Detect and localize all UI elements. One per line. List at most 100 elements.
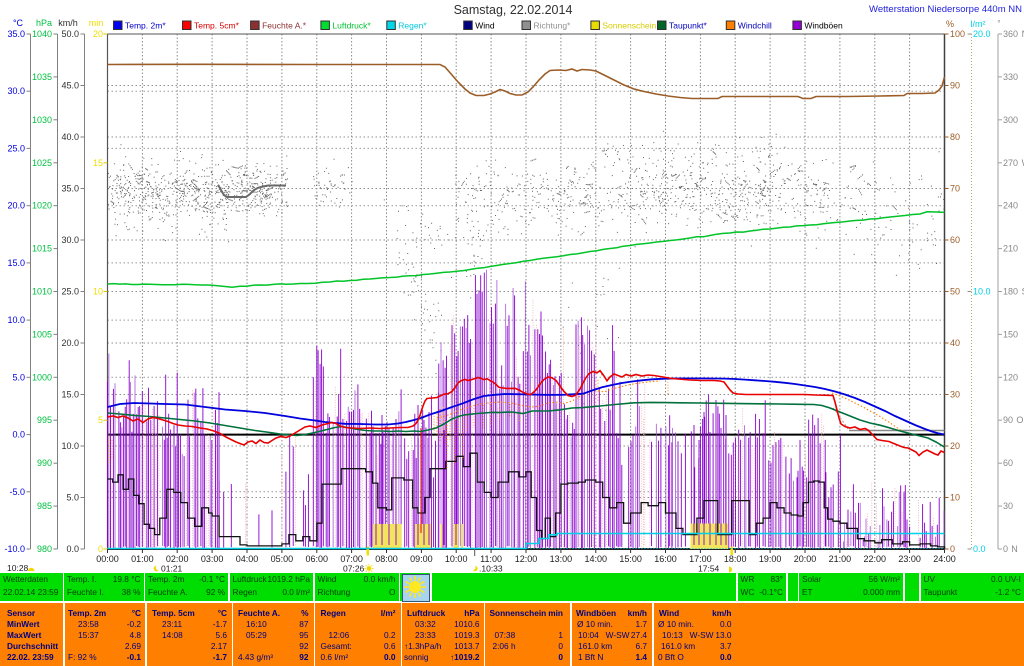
svg-text:24:00: 24:00 [933,554,956,564]
svg-text:25.0: 25.0 [7,143,25,153]
svg-text:300: 300 [1003,115,1018,125]
svg-text:Wind: Wind [475,21,495,31]
svg-text:0: 0 [950,544,955,554]
svg-text:1020: 1020 [32,201,52,211]
svg-text:Temp. 5cm*: Temp. 5cm* [194,21,240,31]
svg-text:985: 985 [37,501,52,511]
svg-text:0: 0 [1003,544,1008,554]
svg-text:330: 330 [1003,72,1018,82]
svg-text:04:00: 04:00 [236,554,259,564]
svg-text:18:00: 18:00 [724,554,747,564]
svg-text:270: 270 [1003,158,1018,168]
svg-text:06:00: 06:00 [306,554,329,564]
svg-text:20.0: 20.0 [61,338,79,348]
svg-text:210: 210 [1003,244,1018,254]
svg-text:120: 120 [1003,372,1018,382]
svg-text:08:00: 08:00 [375,554,398,564]
svg-text:1000: 1000 [32,372,52,382]
svg-text:20: 20 [950,441,960,451]
svg-text:°C: °C [13,18,24,28]
svg-text:Feuchte A.*: Feuchte A.* [262,21,307,31]
svg-text:23:00: 23:00 [898,554,921,564]
svg-text:l/m²: l/m² [971,19,986,29]
svg-text:40.0: 40.0 [61,132,79,142]
svg-text:30: 30 [1003,501,1013,511]
svg-text:S: S [1022,287,1024,297]
svg-text:01:21: 01:21 [161,564,183,574]
svg-text:5.0: 5.0 [66,493,79,503]
svg-text:21:00: 21:00 [829,554,852,564]
svg-text:20: 20 [93,29,103,39]
svg-text:11:00: 11:00 [480,554,502,564]
svg-text:10:00: 10:00 [445,554,468,564]
svg-text:10: 10 [93,287,103,297]
svg-text:180: 180 [1003,287,1018,297]
svg-text:15: 15 [93,158,103,168]
svg-text:°: ° [997,19,1000,28]
svg-text:1005: 1005 [32,329,52,339]
svg-text:1035: 1035 [32,72,52,82]
svg-text:1025: 1025 [32,158,52,168]
svg-text:14:00: 14:00 [585,554,608,564]
svg-text:90: 90 [950,81,960,91]
svg-text:%: % [946,19,954,29]
svg-text:5: 5 [98,415,103,425]
svg-text:10.0: 10.0 [7,315,25,325]
svg-text:1030: 1030 [32,115,52,125]
svg-text:0: 0 [98,544,103,554]
svg-text:1010: 1010 [32,287,52,297]
svg-text:30.0: 30.0 [7,86,25,96]
svg-text:Wetterstation Niedersorpe 440m: Wetterstation Niedersorpe 440m NN [869,4,1022,15]
svg-text:07:00: 07:00 [340,554,363,564]
svg-text:01:00: 01:00 [131,554,154,564]
svg-text:1040: 1040 [32,29,52,39]
svg-text:995: 995 [37,415,52,425]
svg-text:05:00: 05:00 [271,554,294,564]
svg-text:10: 10 [950,493,960,503]
svg-text:20:00: 20:00 [794,554,817,564]
svg-text:1015: 1015 [32,244,52,254]
svg-text:35.0: 35.0 [61,184,79,194]
svg-text:O: O [1016,415,1023,425]
svg-text:15:00: 15:00 [619,554,642,564]
svg-text:17:00: 17:00 [689,554,712,564]
svg-text:10:28: 10:28 [7,563,29,573]
svg-text:25.0: 25.0 [61,287,79,297]
svg-text:16:00: 16:00 [654,554,677,564]
svg-text:W: W [1022,158,1024,168]
svg-text:70: 70 [950,184,960,194]
svg-text:22:00: 22:00 [864,554,887,564]
svg-text:Richtung*: Richtung* [534,21,572,31]
svg-text:990: 990 [37,458,52,468]
svg-text:Samstag, 22.02.2014: Samstag, 22.02.2014 [454,3,573,17]
svg-text:0.0: 0.0 [973,544,986,554]
svg-text:.10:33: .10:33 [479,564,503,574]
svg-text:60: 60 [1003,458,1013,468]
svg-text:07:26: 07:26 [343,564,365,574]
svg-text:90: 90 [1003,415,1013,425]
svg-text:Windböen: Windböen [804,21,843,31]
svg-text:30.0: 30.0 [61,235,79,245]
svg-text:Windchill: Windchill [738,21,772,31]
svg-text:Regen*: Regen* [398,21,427,31]
svg-text:35.0: 35.0 [7,29,25,39]
svg-text:Luftdruck*: Luftdruck* [332,21,371,31]
svg-text:240: 240 [1003,201,1018,211]
svg-text:15.0: 15.0 [61,390,79,400]
svg-text:Sonnenschein: Sonnenschein [602,21,656,31]
svg-text:0.0: 0.0 [12,430,25,440]
svg-text:Taupunkt*: Taupunkt* [669,21,707,31]
svg-text:10.0: 10.0 [973,287,991,297]
svg-text:50.0: 50.0 [61,29,79,39]
svg-text:17:54: 17:54 [698,564,720,574]
svg-text:-10.0: -10.0 [4,544,25,554]
svg-text:km/h: km/h [58,18,78,28]
svg-text:19:00: 19:00 [759,554,782,564]
svg-text:Temp. 2m*: Temp. 2m* [125,21,166,31]
svg-text:80: 80 [950,132,960,142]
svg-text:100: 100 [950,29,965,39]
svg-text:15.0: 15.0 [7,258,25,268]
svg-text:30: 30 [950,390,960,400]
svg-text:360: 360 [1003,29,1018,39]
svg-text:00:00: 00:00 [96,554,119,564]
